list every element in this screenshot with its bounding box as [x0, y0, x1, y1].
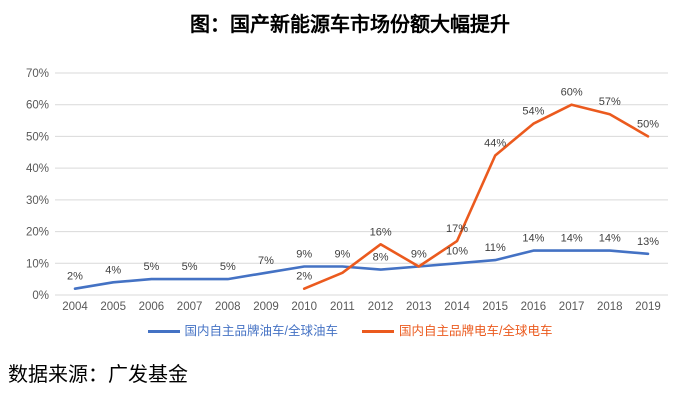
x-tick-label: 2015: [482, 301, 508, 313]
data-label: 13%: [637, 236, 659, 248]
legend-label-oil: 国内自主品牌油车/全球油车: [184, 324, 338, 338]
data-label: 9%: [411, 248, 427, 260]
data-label: 16%: [370, 226, 392, 238]
data-label: 54%: [522, 106, 544, 118]
x-tick-label: 2012: [368, 301, 394, 313]
y-tick-label: 0%: [32, 290, 49, 302]
x-tick-label: 2014: [444, 301, 470, 313]
data-label: 9%: [334, 248, 350, 260]
y-tick-label: 60%: [26, 100, 49, 112]
source-note: 数据来源：广发基金: [8, 364, 188, 386]
data-label: 17%: [446, 223, 468, 235]
x-tick-label: 2013: [406, 301, 432, 313]
data-label: 7%: [258, 255, 274, 267]
data-label: 5%: [143, 261, 159, 273]
data-label: 14%: [522, 233, 544, 245]
data-label: 11%: [485, 242, 506, 254]
x-tick-label: 2017: [559, 301, 585, 313]
x-tick-label: 2019: [635, 301, 661, 313]
line-chart: 0% 10% 20% 30% 40% 50% 60% 70% 2004 2005 2006 2007 2…: [26, 68, 668, 313]
data-label: 2%: [67, 271, 83, 283]
x-tick-label: 2006: [139, 301, 165, 313]
data-label: 57%: [599, 96, 621, 108]
x-tick-label: 2005: [100, 301, 126, 313]
y-tick-label: 30%: [26, 195, 49, 207]
legend-item-oil: 国内自主品牌油车/全球油车: [147, 323, 338, 339]
legend-item-ev: 国内自主品牌电车/全球电车: [362, 323, 552, 339]
x-tick-label: 2004: [62, 301, 88, 313]
ev-line-swatch: [362, 329, 394, 333]
y-tick-label: 20%: [26, 227, 49, 239]
x-tick-label: 2010: [291, 301, 317, 313]
x-tick-label: 2011: [330, 301, 355, 313]
legend-label-ev: 国内自主品牌电车/全球电车: [399, 324, 553, 338]
y-tick-label: 70%: [26, 68, 49, 80]
x-tick-label: 2008: [215, 301, 241, 313]
data-label: 2%: [296, 271, 312, 283]
data-label: 44%: [484, 137, 506, 149]
data-label: 14%: [599, 233, 621, 245]
series-line-1: [302, 103, 650, 290]
chart-legend: 国内自主品牌油车/全球油车 国内自主品牌电车/全球电车: [0, 322, 700, 340]
x-tick-label: 2018: [597, 301, 623, 313]
data-label: 9%: [296, 248, 312, 260]
data-label: 50%: [637, 118, 659, 130]
x-tick-label: 2016: [521, 301, 547, 313]
series-line-0: [73, 249, 650, 290]
x-tick-label: 2007: [177, 301, 203, 313]
data-label: 60%: [561, 87, 583, 99]
data-label: 5%: [182, 261, 198, 273]
data-label: 8%: [373, 252, 389, 264]
data-label: 14%: [561, 233, 583, 245]
y-tick-label: 50%: [26, 131, 49, 143]
data-label: 5%: [220, 261, 236, 273]
oil-line-swatch: [147, 329, 180, 333]
y-tick-label: 40%: [26, 163, 49, 175]
chart-title: 图：国产新能源车市场份额大幅提升: [190, 14, 510, 36]
data-label: 10%: [446, 245, 468, 257]
data-label: 4%: [105, 264, 121, 276]
x-tick-label: 2009: [253, 301, 279, 313]
y-tick-label: 10%: [26, 258, 49, 270]
